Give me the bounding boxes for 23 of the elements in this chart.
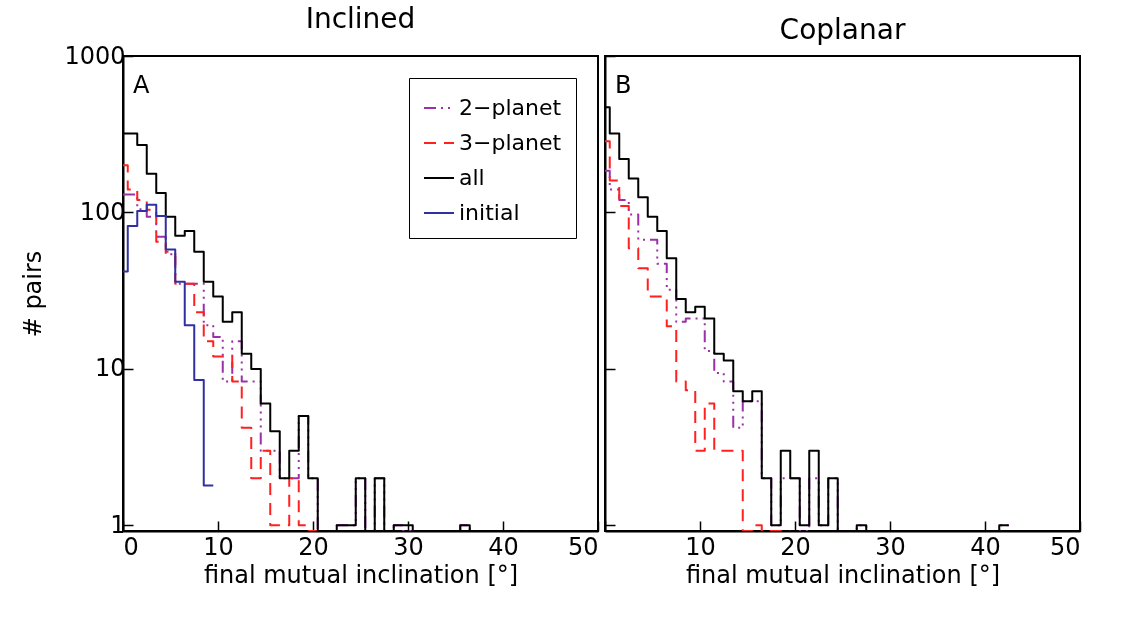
x-tick-label: 40 (488, 532, 519, 561)
annotation: B (615, 71, 632, 99)
x-tick-label: 30 (393, 532, 424, 561)
chart-title: Inclined (305, 2, 416, 35)
legend-label: initial (459, 200, 520, 225)
y-axis-title: # pairs (19, 250, 48, 338)
x-tick-label: 50 (567, 532, 599, 561)
legend-label: 2−planet (459, 95, 562, 120)
legend-label: 3−planet (459, 130, 562, 155)
chart-title: Coplanar (779, 13, 906, 47)
x-tick-label: 50 (1049, 532, 1081, 561)
x-tick-label: 30 (875, 532, 906, 561)
annotation: A (133, 71, 150, 99)
x-axis-title: final mutual inclination [°] (203, 560, 519, 589)
x-axis-title: final mutual inclination [°] (685, 560, 1001, 589)
x-tick-label: 20 (298, 532, 329, 561)
x-tick-label: 20 (780, 532, 811, 561)
x-tick-label: 10 (203, 532, 234, 561)
x-tick-label: 40 (970, 532, 1001, 561)
y-tick-label: 1000 (64, 41, 126, 70)
legend-label: all (459, 165, 485, 190)
x-tick-label: 10 (685, 532, 716, 561)
x-tick-label: 0 (123, 532, 139, 561)
